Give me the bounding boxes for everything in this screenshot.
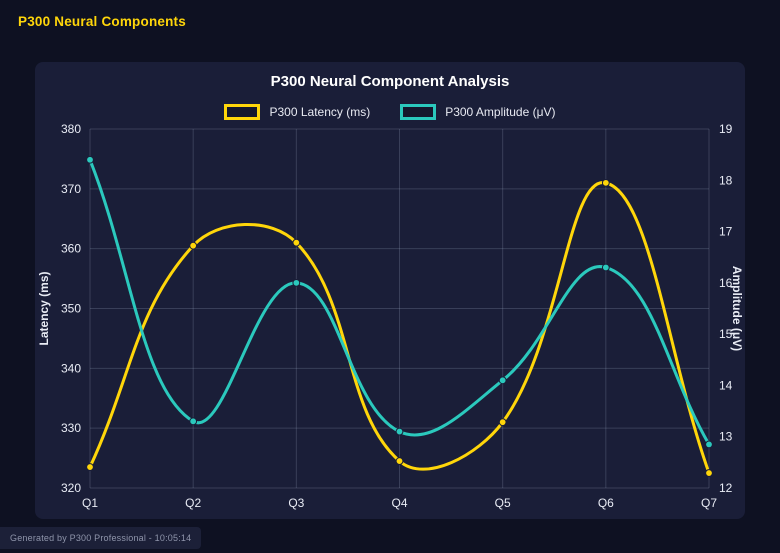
data-point[interactable] bbox=[189, 417, 198, 426]
page-title: P300 Neural Components bbox=[18, 14, 186, 29]
chart-panel: P300 Neural Component Analysis P300 Late… bbox=[35, 62, 745, 519]
left-axis-tick: 340 bbox=[61, 361, 81, 375]
x-axis-tick: Q3 bbox=[288, 496, 304, 510]
legend-item-p300-latency-ms[interactable]: P300 Latency (ms) bbox=[224, 104, 370, 120]
legend-swatch bbox=[400, 104, 437, 120]
right-axis-title: Amplitude (μV) bbox=[730, 266, 744, 351]
legend-swatch bbox=[224, 104, 261, 120]
x-axis-tick: Q7 bbox=[701, 496, 717, 510]
left-axis-tick: 320 bbox=[61, 481, 81, 495]
footer-badge: Generated by P300 Professional - 10:05:1… bbox=[0, 527, 202, 549]
legend-label: P300 Latency (ms) bbox=[269, 105, 371, 119]
data-point[interactable] bbox=[498, 418, 507, 427]
series-p300-amplitude-v bbox=[86, 155, 713, 449]
right-axis-tick: 19 bbox=[719, 122, 733, 136]
left-axis-tick: 380 bbox=[61, 122, 81, 136]
data-point[interactable] bbox=[395, 457, 404, 465]
data-point[interactable] bbox=[705, 440, 713, 449]
data-point[interactable] bbox=[86, 155, 94, 164]
x-axis-tick: Q5 bbox=[495, 496, 511, 510]
data-point[interactable] bbox=[705, 469, 713, 477]
x-axis-tick: Q2 bbox=[185, 496, 201, 510]
right-axis-tick: 16 bbox=[719, 276, 733, 290]
data-point[interactable] bbox=[601, 178, 610, 187]
x-axis-tick: Q6 bbox=[598, 496, 614, 510]
right-axis-tick: 18 bbox=[719, 173, 733, 187]
data-point[interactable] bbox=[189, 241, 198, 250]
data-point[interactable] bbox=[292, 278, 301, 287]
left-axis-title: Latency (ms) bbox=[37, 271, 51, 345]
data-point[interactable] bbox=[292, 238, 301, 247]
data-point[interactable] bbox=[498, 376, 507, 385]
data-point[interactable] bbox=[601, 263, 610, 272]
x-axis-tick: Q4 bbox=[391, 496, 407, 510]
chart-title: P300 Neural Component Analysis bbox=[270, 73, 510, 90]
chart-svg: 320 330 340 350 360 370 380 12 13 14 15 16 17 18 19 Q1 Q… bbox=[37, 122, 744, 510]
left-axis-tick: 350 bbox=[61, 302, 81, 316]
legend-item-p300-amplitude-v[interactable]: P300 Amplitude (μV) bbox=[400, 104, 556, 120]
right-axis-tick: 17 bbox=[719, 225, 733, 239]
legend-label: P300 Amplitude (μV) bbox=[445, 105, 556, 119]
right-axis-tick: 12 bbox=[719, 481, 733, 495]
right-axis-tick: 14 bbox=[719, 378, 733, 392]
left-axis-tick: 360 bbox=[61, 242, 81, 256]
data-point[interactable] bbox=[86, 463, 94, 471]
left-axis-tick: 330 bbox=[61, 421, 81, 435]
left-axis-tick: 370 bbox=[61, 182, 81, 196]
chart-legend: P300 Latency (ms) P300 Amplitude (μV) bbox=[35, 104, 745, 120]
right-axis-tick: 13 bbox=[719, 430, 733, 444]
x-axis-tick: Q1 bbox=[82, 496, 98, 510]
right-axis-tick: 15 bbox=[719, 327, 733, 341]
series-p300-latency-ms bbox=[86, 178, 713, 477]
data-point[interactable] bbox=[395, 427, 404, 436]
